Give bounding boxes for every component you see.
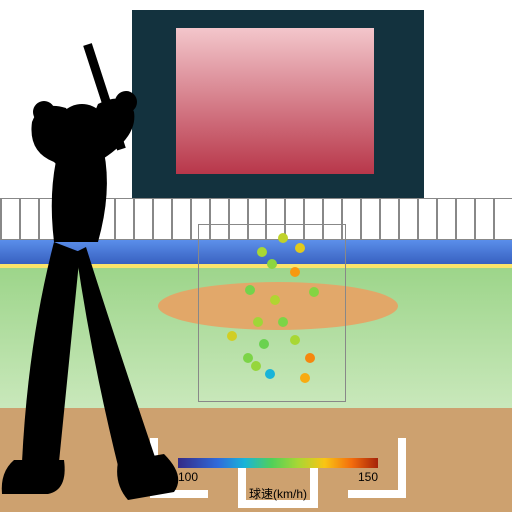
pitch-marker <box>227 331 237 341</box>
pitch-marker <box>278 233 288 243</box>
stands-rail <box>398 199 400 239</box>
pitch-marker <box>270 295 280 305</box>
pitch-marker <box>278 317 288 327</box>
stands-rail <box>417 199 419 239</box>
pitch-marker <box>265 369 275 379</box>
pitch-marker <box>290 335 300 345</box>
batter-silhouette <box>0 42 218 512</box>
pitch-location-chart: 100 150 球速(km/h) <box>0 0 512 512</box>
stands-rail <box>455 199 457 239</box>
stands-rail <box>493 199 495 239</box>
pitch-marker <box>251 361 261 371</box>
pitch-marker <box>309 287 319 297</box>
pitch-marker <box>259 339 269 349</box>
pitch-marker <box>290 267 300 277</box>
pitch-marker <box>257 247 267 257</box>
pitch-marker <box>267 259 277 269</box>
stands-rail <box>436 199 438 239</box>
pitch-marker <box>245 285 255 295</box>
stands-rail <box>360 199 362 239</box>
stands-rail <box>379 199 381 239</box>
pitch-marker <box>295 243 305 253</box>
plate-line <box>398 438 406 498</box>
legend-tick: 150 <box>358 470 378 484</box>
stands-rail <box>474 199 476 239</box>
pitch-marker <box>300 373 310 383</box>
pitch-marker <box>253 317 263 327</box>
pitch-marker <box>305 353 315 363</box>
